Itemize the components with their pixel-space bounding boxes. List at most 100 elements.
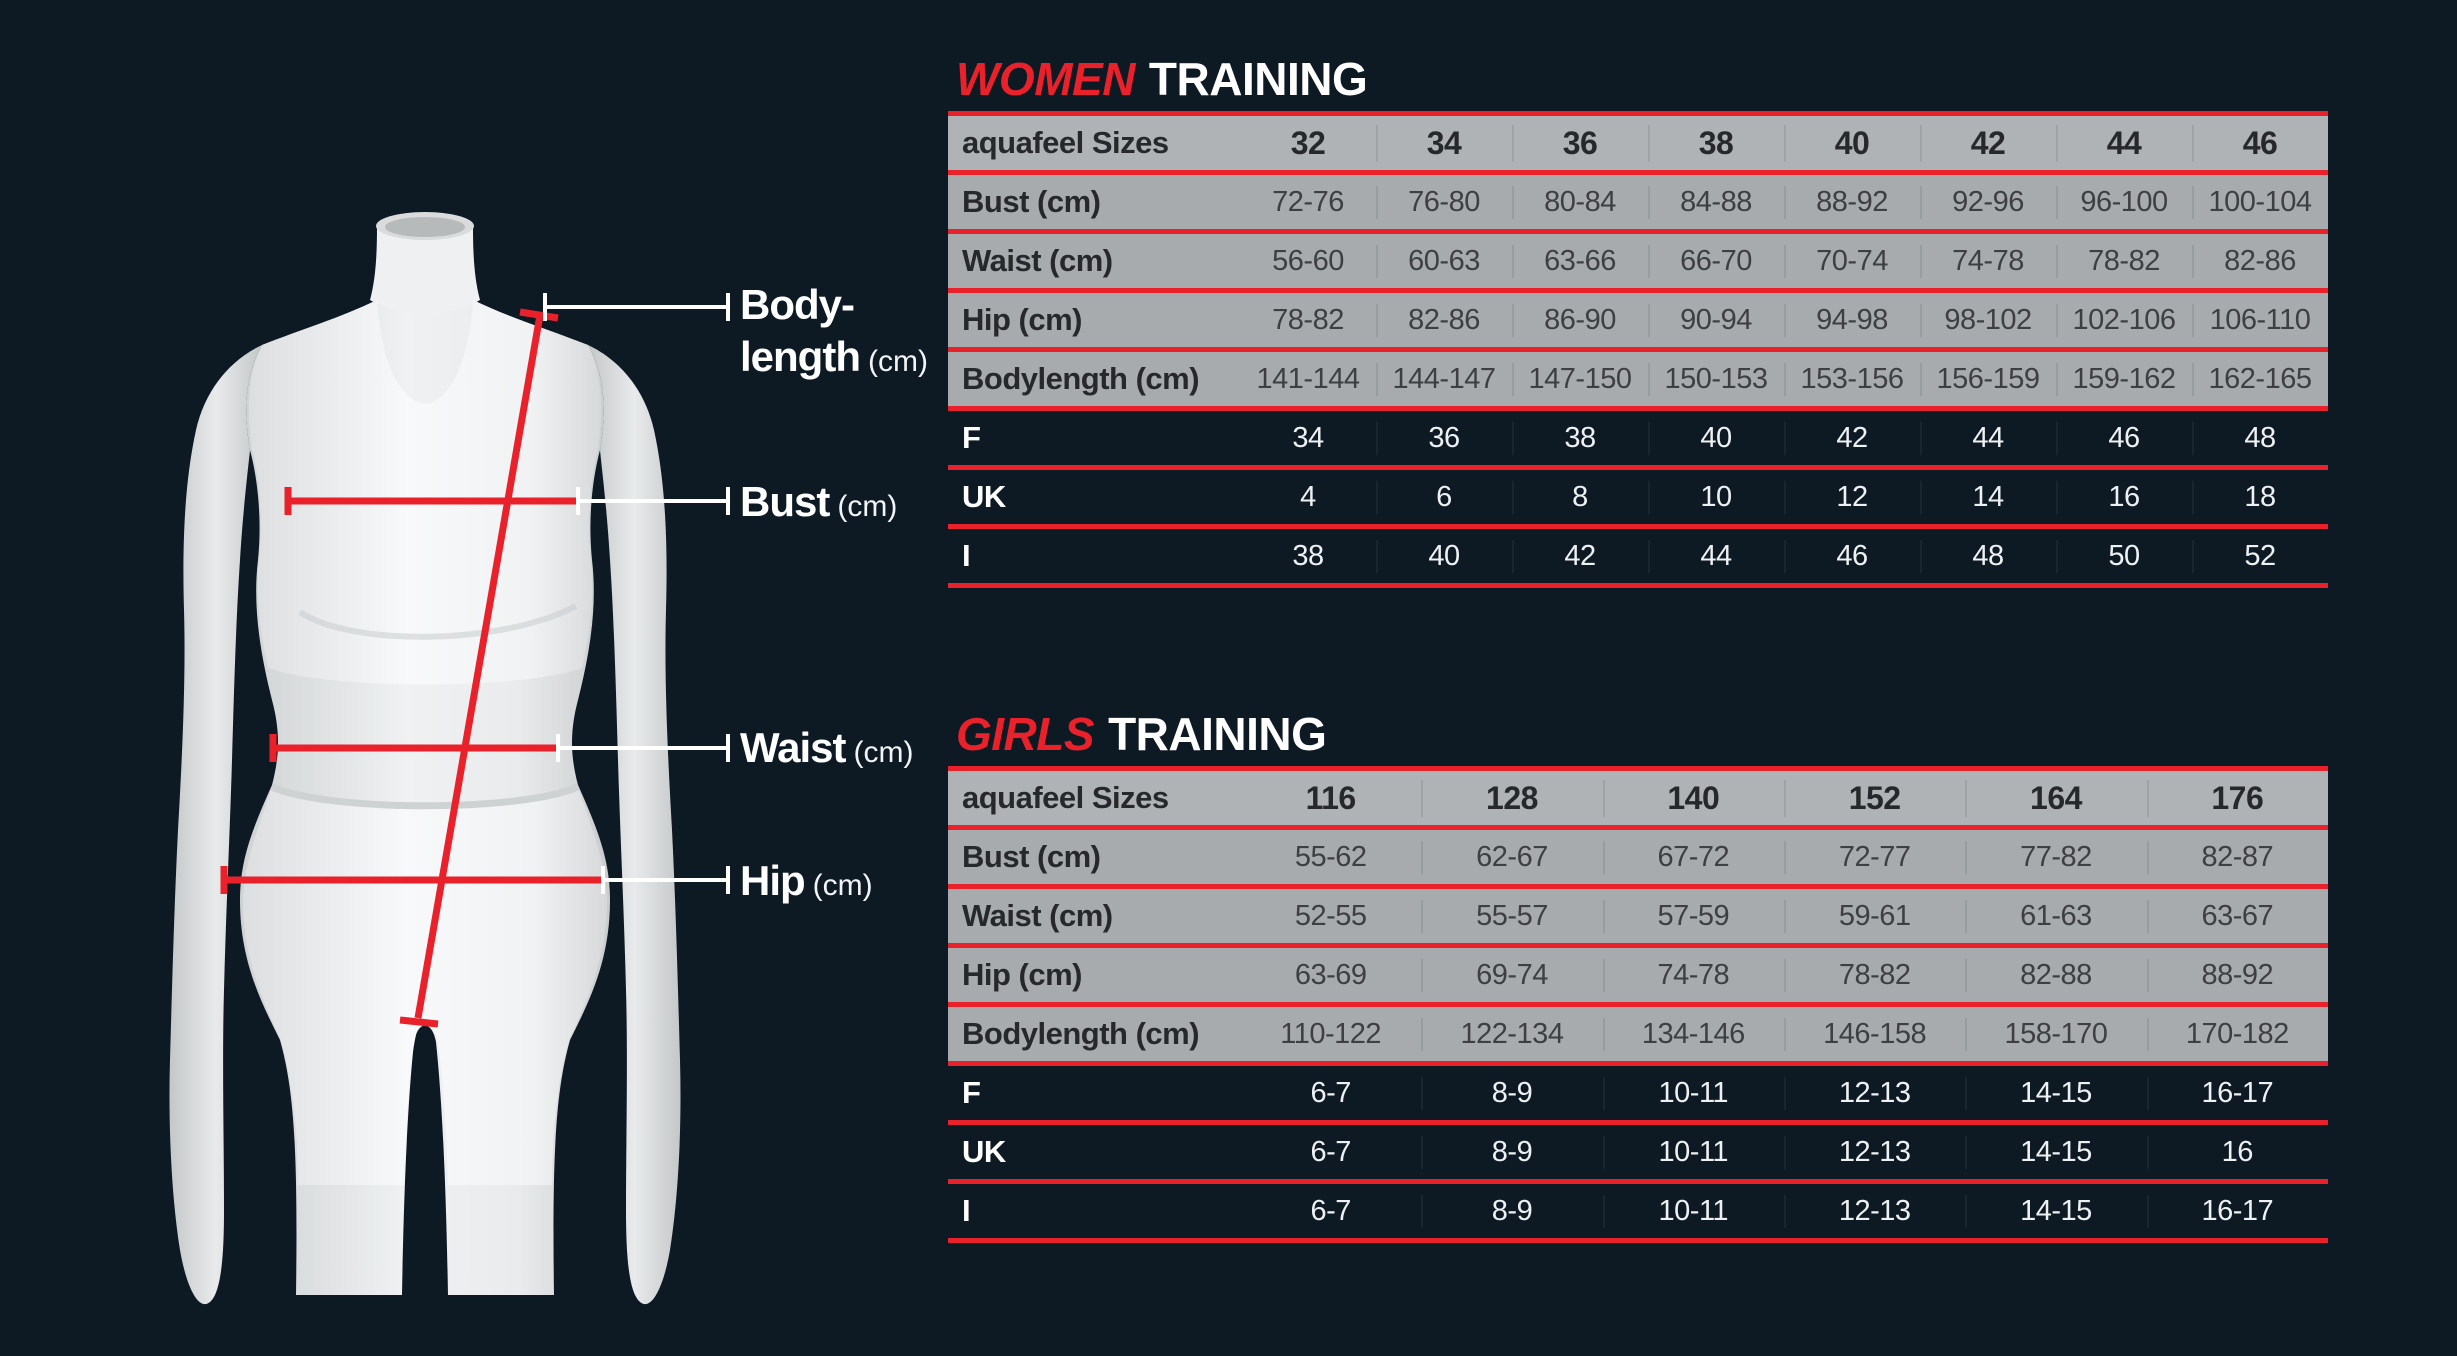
girls-section-title: GIRLS TRAINING [956, 707, 1327, 761]
size-column-header: 128 [1421, 780, 1602, 817]
cell-value: 100-104 [2192, 186, 2328, 219]
cell-value: 80-84 [1512, 186, 1648, 219]
cell-value: 8 [1512, 481, 1648, 514]
cell-value: 67-72 [1603, 841, 1784, 874]
cell-value: 42 [1784, 422, 1920, 455]
cell-value: 134-146 [1603, 1018, 1784, 1051]
cell-value: 60-63 [1376, 245, 1512, 278]
cell-value: 59-61 [1784, 900, 1965, 933]
cell-value: 63-67 [2147, 900, 2328, 933]
size-column-header: 44 [2056, 125, 2192, 162]
cell-value: 8-9 [1421, 1077, 1602, 1110]
cell-value: 6 [1376, 481, 1512, 514]
cell-value: 10-11 [1603, 1136, 1784, 1169]
cell-value: 38 [1292, 539, 1324, 572]
size-header-row: aquafeel Sizes 116 128 140 152 164 176 [948, 771, 2328, 830]
size-column-header: 46 [2192, 125, 2328, 162]
cell-value: 156-159 [1920, 363, 2056, 396]
cell-value: 44 [1920, 422, 2056, 455]
cell-value: 63-69 [1294, 958, 1367, 991]
cell-value: 16-17 [2147, 1077, 2328, 1110]
women-title-accent: WOMEN [956, 53, 1135, 105]
cell-value: 122-134 [1421, 1018, 1602, 1051]
measurement-lines [220, 293, 730, 1028]
table-row: I 38 40 42 44 46 48 50 52 [948, 529, 2328, 588]
cell-value: 82-86 [1376, 304, 1512, 337]
cell-value: 61-63 [1965, 900, 2146, 933]
cell-value: 78-82 [1272, 303, 1344, 336]
cell-value: 86-90 [1512, 304, 1648, 337]
table-row: Bust (cm) 55-62 62-67 67-72 72-77 77-82 82-87 [948, 830, 2328, 889]
cell-value: 72-76 [1272, 185, 1344, 218]
girls-title-accent: GIRLS [956, 708, 1095, 760]
row-label: Bust (cm) [962, 839, 1101, 874]
row-label: F [962, 420, 981, 455]
cell-value: 70-74 [1784, 245, 1920, 278]
size-column-header: 38 [1648, 125, 1784, 162]
row-label: F [962, 1075, 981, 1110]
cell-value: 40 [1648, 422, 1784, 455]
table-row: I 6-7 8-9 10-11 12-13 14-15 16-17 [948, 1184, 2328, 1243]
cell-value: 14-15 [1965, 1195, 2146, 1228]
cell-value: 12-13 [1784, 1195, 1965, 1228]
waist-label-unit: (cm) [853, 736, 914, 769]
cell-value: 74-78 [1603, 959, 1784, 992]
cell-value: 162-165 [2192, 363, 2328, 396]
cell-value: 52-55 [1294, 899, 1367, 932]
row-label: Waist (cm) [962, 898, 1113, 933]
cell-value: 153-156 [1784, 363, 1920, 396]
cell-value: 141-144 [1256, 362, 1360, 395]
cell-value: 170-182 [2147, 1018, 2328, 1051]
cell-value: 102-106 [2056, 304, 2192, 337]
row-label: I [962, 538, 971, 573]
size-column-header: 140 [1603, 780, 1784, 817]
table-row: Bust (cm) 72-76 76-80 80-84 84-88 88-92 92-96 9… [948, 175, 2328, 234]
cell-value: 38 [1512, 422, 1648, 455]
size-header-label: aquafeel Sizes [962, 125, 1169, 160]
size-column-header: 34 [1376, 125, 1512, 162]
cell-value: 78-82 [2056, 245, 2192, 278]
hip-label-unit: (cm) [812, 869, 873, 902]
mannequin-figure [169, 212, 730, 1305]
cell-value: 12-13 [1784, 1136, 1965, 1169]
cell-value: 90-94 [1648, 304, 1784, 337]
cell-value: 98-102 [1920, 304, 2056, 337]
bust-label: Bust (cm) [740, 476, 897, 533]
cell-value: 146-158 [1784, 1018, 1965, 1051]
bust-label-unit: (cm) [837, 490, 898, 523]
cell-value: 8-9 [1421, 1136, 1602, 1169]
cell-value: 78-82 [1784, 959, 1965, 992]
cell-value: 6-7 [1310, 1076, 1351, 1109]
cell-value: 16 [2056, 481, 2192, 514]
row-label: Waist (cm) [962, 243, 1113, 278]
row-label: UK [962, 1134, 1006, 1169]
cell-value: 6-7 [1310, 1194, 1351, 1227]
cell-value: 55-62 [1294, 840, 1367, 873]
size-column-header: 36 [1512, 125, 1648, 162]
hip-label: Hip (cm) [740, 855, 873, 912]
cell-value: 12 [1784, 481, 1920, 514]
cell-value: 106-110 [2192, 304, 2328, 337]
cell-value: 12-13 [1784, 1077, 1965, 1110]
table-row: Waist (cm) 56-60 60-63 63-66 66-70 70-74 74-78… [948, 234, 2328, 293]
cell-value: 8-9 [1421, 1195, 1602, 1228]
cell-value: 10-11 [1603, 1077, 1784, 1110]
women-size-table: aquafeel Sizes 32 34 36 38 40 42 44 46 Bust (cm) 7… [948, 111, 2328, 588]
cell-value: 72-77 [1784, 841, 1965, 874]
bodylength-label: Body- length (cm) [740, 279, 928, 388]
waist-label-text: Waist [740, 724, 846, 771]
bodylength-label-line2: length [740, 333, 861, 380]
size-column-header: 176 [2147, 780, 2328, 817]
cell-value: 46 [1784, 540, 1920, 573]
size-column-header: 116 [1305, 779, 1357, 816]
cell-value: 10-11 [1603, 1195, 1784, 1228]
cell-value: 56-60 [1272, 244, 1344, 277]
cell-value: 76-80 [1376, 186, 1512, 219]
cell-value: 55-57 [1421, 900, 1602, 933]
cell-value: 110-122 [1280, 1017, 1382, 1050]
cell-value: 4 [1300, 480, 1316, 513]
row-label: Bust (cm) [962, 184, 1101, 219]
cell-value: 63-66 [1512, 245, 1648, 278]
cell-value: 6-7 [1310, 1135, 1351, 1168]
cell-value: 14-15 [1965, 1136, 2146, 1169]
